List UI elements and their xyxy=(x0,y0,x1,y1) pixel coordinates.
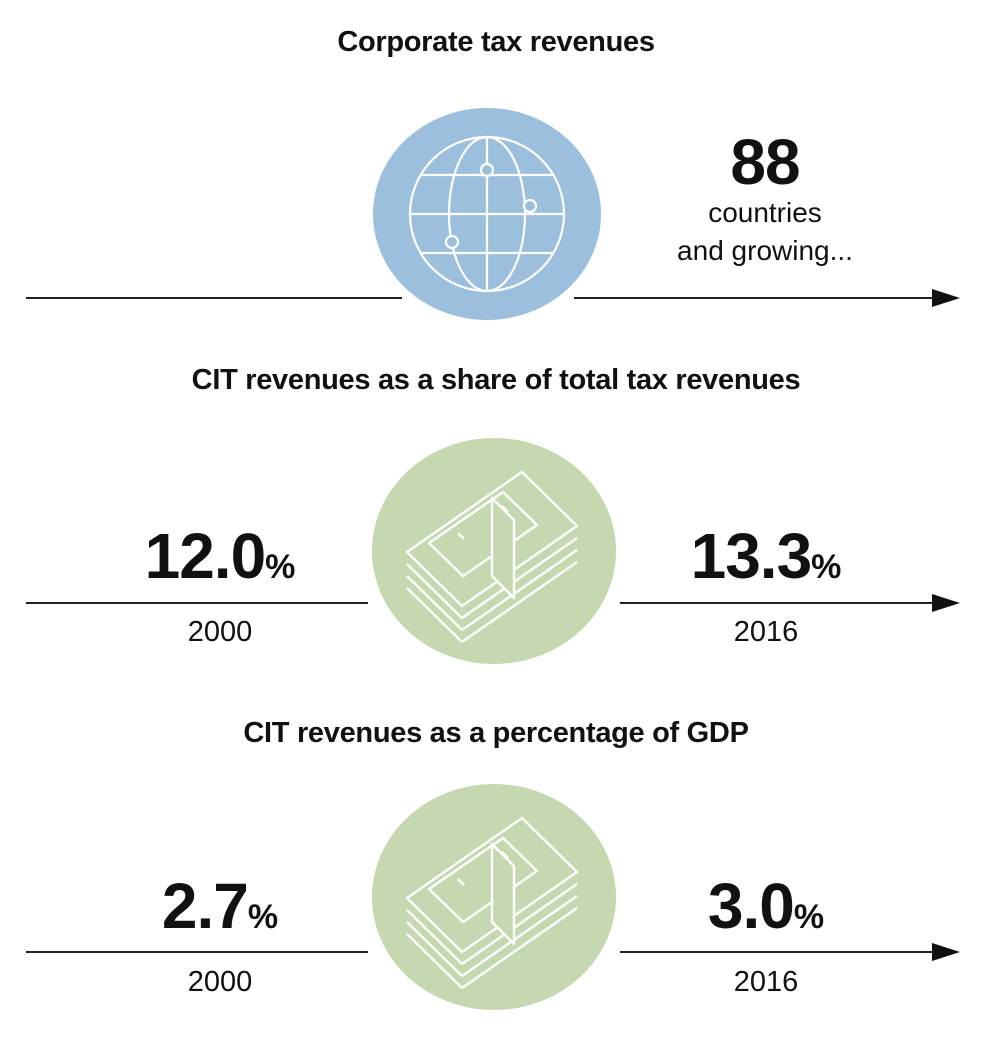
timeline-line-right xyxy=(620,951,934,953)
timeline-line-right xyxy=(574,297,934,299)
timeline-arrowhead xyxy=(932,289,960,307)
share-2016-unit: % xyxy=(811,548,842,586)
timeline-arrowhead xyxy=(932,594,960,612)
section-title-share-of-tax: CIT revenues as a share of total tax rev… xyxy=(191,364,801,396)
countries-note: countries and growing... xyxy=(640,194,890,270)
section-title-corporate-tax: Corporate tax revenues xyxy=(337,26,655,58)
countries-note-line1: countries xyxy=(708,197,822,228)
cash-stack-icon xyxy=(405,470,579,643)
timeline-line-left xyxy=(26,602,368,604)
globe-circle xyxy=(373,108,601,320)
share-2016-year: 2016 xyxy=(733,616,799,648)
cash-circle xyxy=(372,438,616,664)
globe-icon xyxy=(408,135,566,293)
timeline-line-right xyxy=(620,602,934,604)
share-2000-unit: % xyxy=(265,548,296,586)
gdp-2016-unit: % xyxy=(793,898,825,936)
timeline-arrowhead xyxy=(932,943,960,961)
timeline-line-left xyxy=(26,297,402,299)
gdp-2016-number: 3.0 xyxy=(707,870,795,942)
countries-note-line2: and growing... xyxy=(677,235,853,266)
gdp-2000-unit: % xyxy=(247,898,279,936)
gdp-2000-year: 2000 xyxy=(187,966,253,998)
share-2000-year: 2000 xyxy=(187,616,253,648)
gdp-2016-year: 2016 xyxy=(733,966,799,998)
countries-count: 88 xyxy=(660,130,870,194)
share-2016-value: 13.3% xyxy=(656,524,876,588)
share-2000-value: 12.0% xyxy=(110,524,330,588)
gdp-2016-value: 3.0% xyxy=(656,874,876,938)
gdp-2000-number: 2.7 xyxy=(161,870,249,942)
timeline-line-left xyxy=(26,951,368,953)
share-2000-number: 12.0 xyxy=(144,520,267,592)
gdp-2000-value: 2.7% xyxy=(110,874,330,938)
cash-stack-icon xyxy=(405,816,579,989)
share-2016-number: 13.3 xyxy=(690,520,813,592)
section-title-percent-gdp: CIT revenues as a percentage of GDP xyxy=(243,717,749,749)
cash-circle xyxy=(372,784,616,1010)
countries-count-value: 88 xyxy=(730,126,800,198)
